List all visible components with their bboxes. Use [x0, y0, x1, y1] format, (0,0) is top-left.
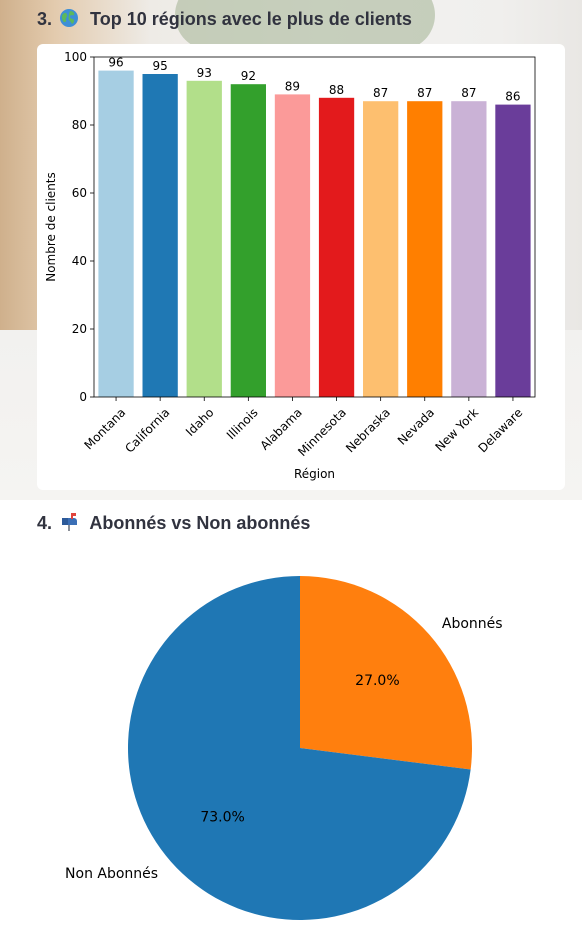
x-tick-label: Nebraska [343, 405, 393, 455]
y-tick-label: 20 [72, 322, 87, 336]
y-tick-label: 40 [72, 254, 87, 268]
bar-alabama [274, 94, 311, 398]
bar-illinois [230, 84, 266, 397]
x-tick-label: New York [432, 405, 481, 454]
bar-california [142, 74, 178, 397]
bar-data-label: 89 [285, 79, 300, 93]
bar-section-title: 3. Top 10 régions avec le plus de client… [37, 8, 412, 30]
pie-slice-non-abonnés [127, 576, 471, 920]
mailbox-icon [62, 513, 78, 531]
bar-data-label: 87 [373, 86, 388, 100]
x-tick-label: Nevada [395, 405, 437, 447]
bar-data-label: 86 [505, 90, 520, 104]
pie-percent-label: 73.0% [200, 809, 244, 825]
bar-chart: 96Montana95California93Idaho92Illinois89… [44, 50, 536, 481]
bar-new-york [451, 101, 487, 397]
bar-chart-card: 96 Montana 95 California 93 Idaho 92 Illinois 89… [37, 44, 565, 490]
x-tick-label: Illinois [224, 405, 261, 442]
bar-data-label: 88 [329, 83, 344, 97]
y-tick-label: 80 [72, 118, 87, 132]
y-tick-label: 60 [72, 186, 87, 200]
globe-icon [60, 9, 79, 27]
pie-section-title: 4. Abonnés vs Non abonnés [37, 512, 310, 534]
bar-nebraska [363, 101, 399, 397]
bar-data-label: 96 [108, 56, 123, 70]
bar-delaware [495, 104, 531, 397]
bar-data-label: 87 [461, 86, 476, 100]
x-tick-label: California [122, 405, 172, 455]
bar-minnesota [318, 97, 355, 398]
bar-data-label: 95 [153, 59, 168, 73]
y-axis-label: Nombre de clients [44, 172, 58, 282]
pie-percent-label: 27.0% [355, 673, 399, 689]
pie-category-label: Non Abonnés [65, 866, 158, 882]
background-figure [175, 0, 435, 50]
bar-nevada [407, 101, 443, 397]
bar-section-heading: Top 10 régions avec le plus de clients [90, 9, 412, 29]
x-tick-label: Minnesota [295, 405, 349, 459]
pie-category-label: Abonnés [442, 616, 503, 632]
bar-montana [98, 70, 134, 397]
bar-section-number: 3. [37, 9, 53, 29]
y-tick-label: 100 [64, 50, 87, 64]
bar-data-label: 92 [241, 69, 256, 83]
pie-section-number: 4. [37, 513, 53, 533]
bar-data-label: 87 [417, 86, 432, 100]
pie-chart: 27.0% Abonnés 73.0% Non Abonnés [65, 576, 503, 920]
bar-idaho [186, 80, 222, 398]
pie-slice-abonnés [300, 576, 472, 770]
x-axis-label: Région [294, 467, 335, 481]
x-tick-label: Idaho [183, 405, 217, 439]
pie-section-heading: Abonnés vs Non abonnés [89, 513, 311, 533]
y-tick-label: 0 [79, 390, 87, 404]
bar-data-label: 93 [197, 66, 212, 80]
x-tick-label: Delaware [475, 405, 525, 455]
plot-frame [93, 56, 536, 398]
